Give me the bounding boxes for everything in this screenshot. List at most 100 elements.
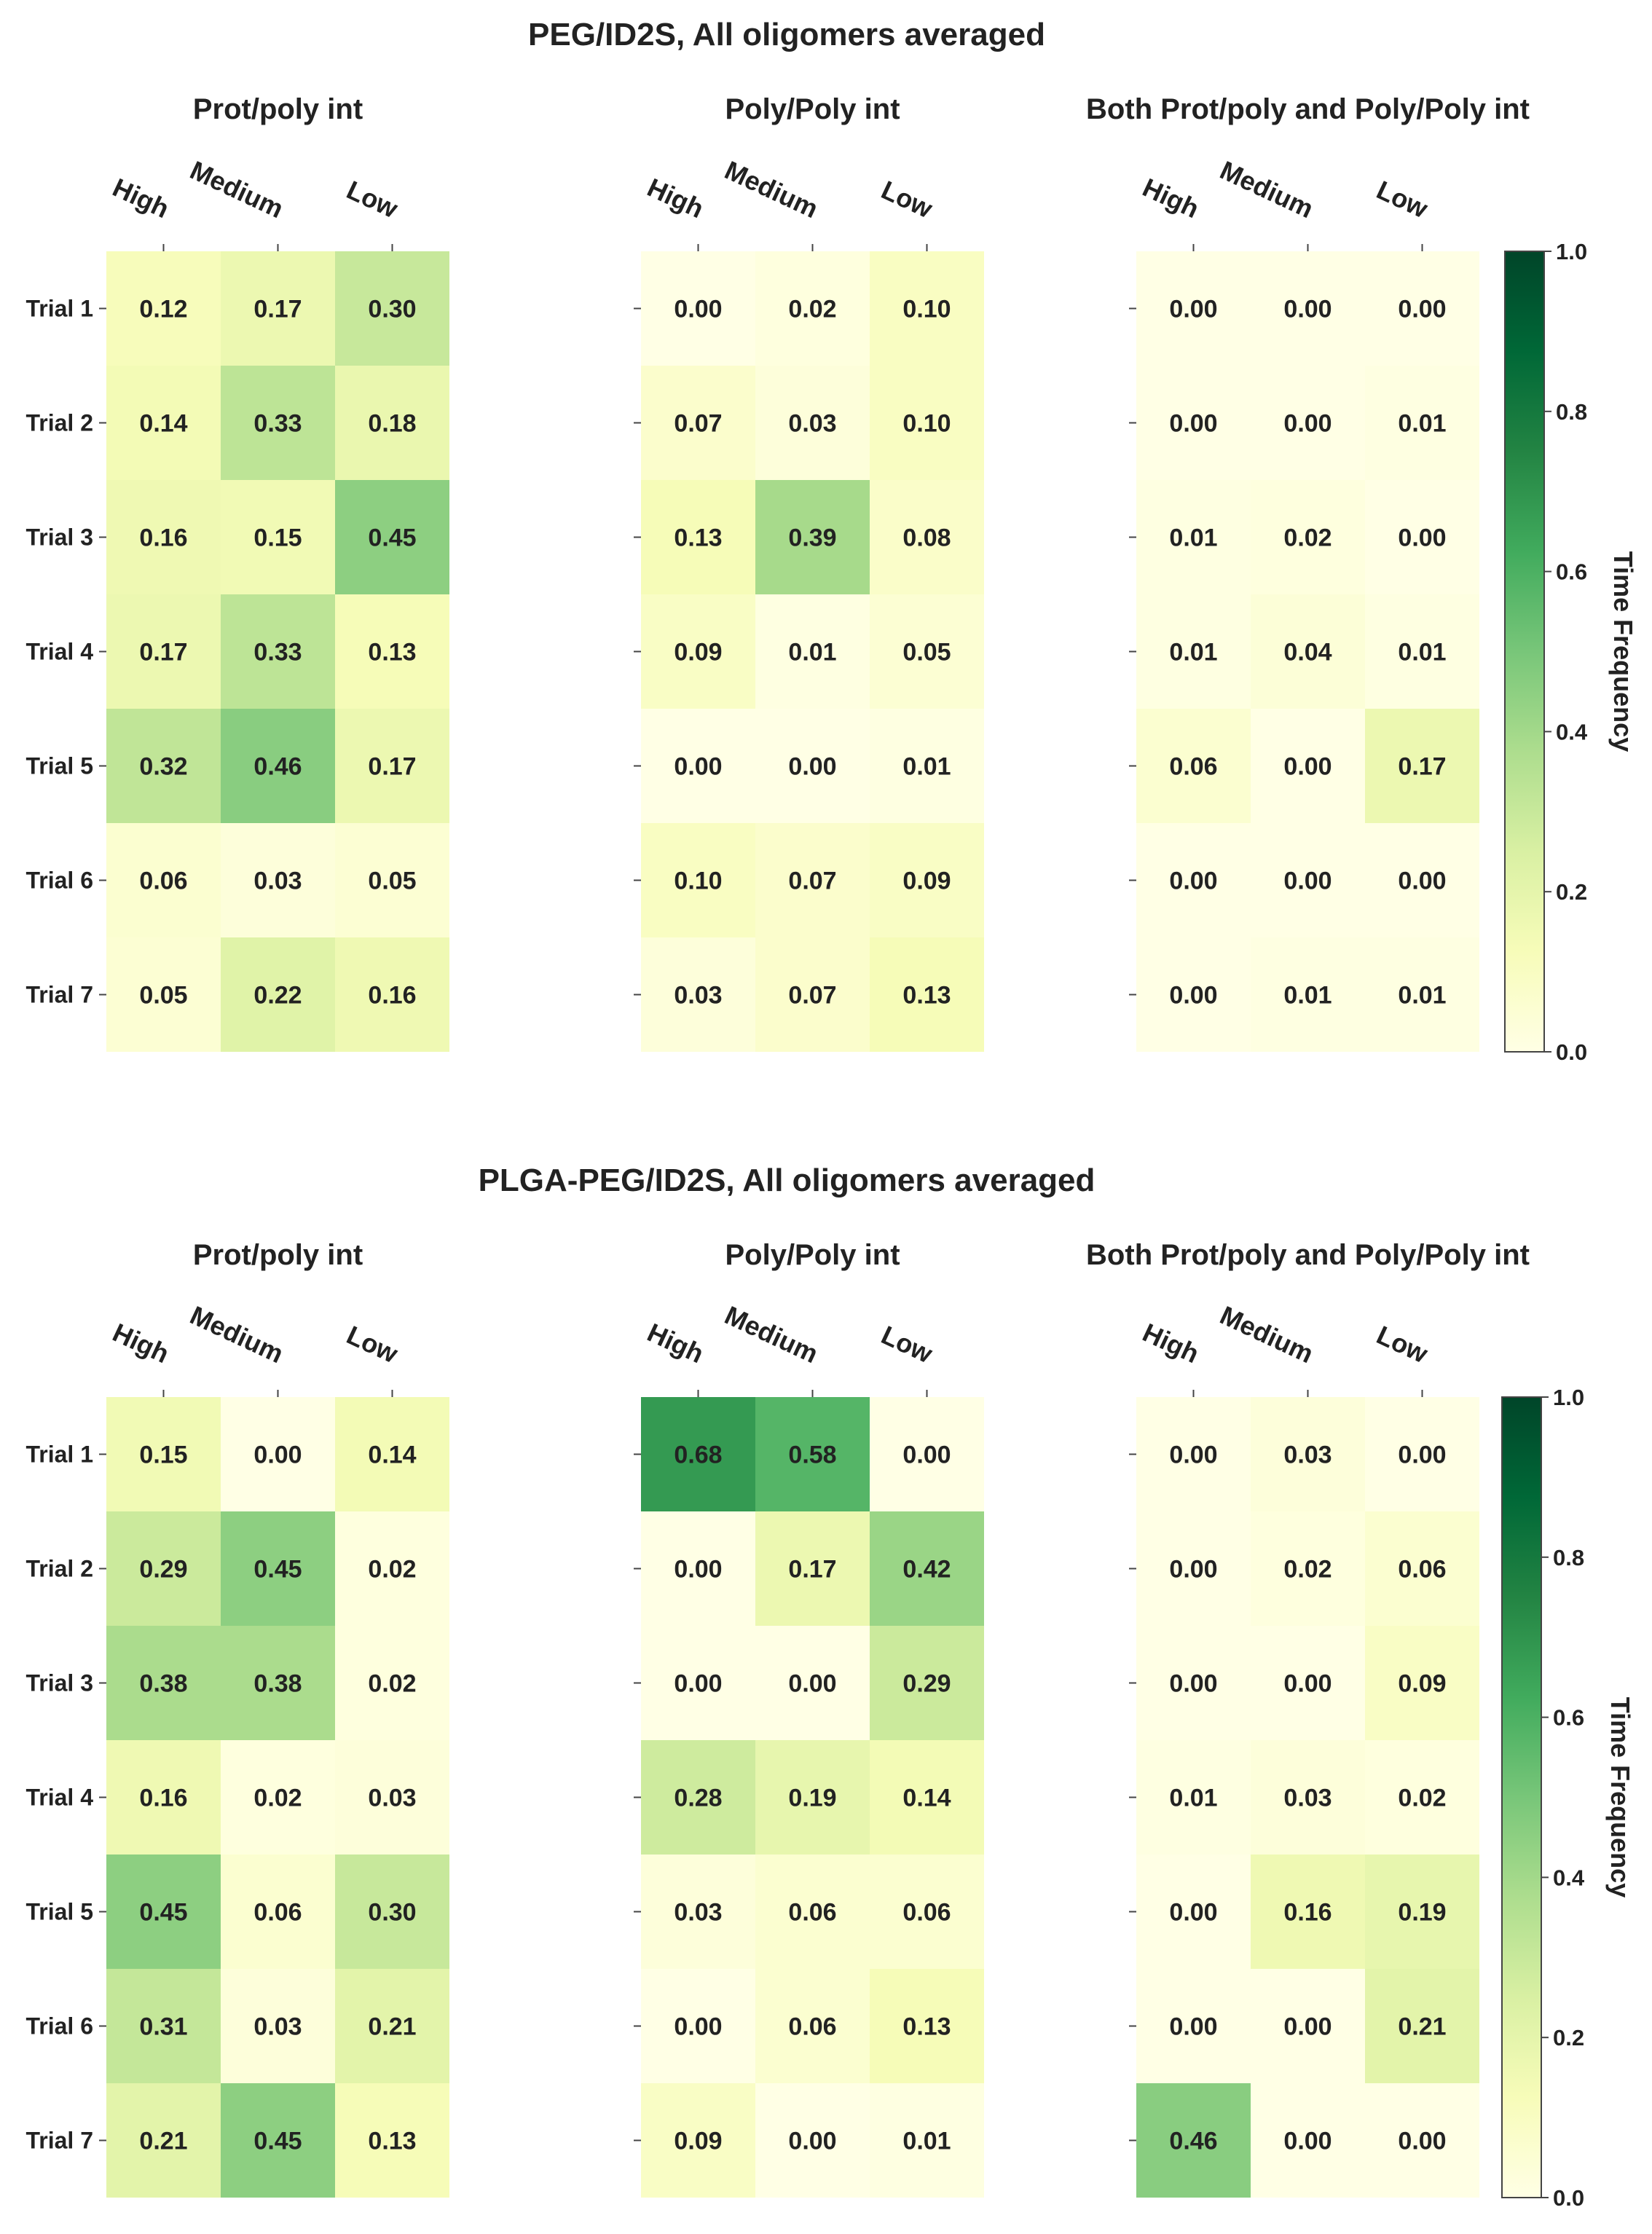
cell-value: 0.12 (139, 296, 187, 323)
heatmap-cell (870, 1626, 984, 1740)
cell-value: 0.00 (1169, 296, 1217, 323)
column-label: Medium (186, 1300, 288, 1369)
heatmap-cell (1136, 480, 1251, 594)
heatmap-cell (755, 1969, 870, 2083)
heatmap-cell (106, 1969, 221, 2083)
cell-value: 0.00 (1283, 296, 1332, 323)
cell-value: 0.05 (139, 982, 187, 1010)
column-label: High (643, 1317, 709, 1369)
heatmap-cell (335, 366, 449, 480)
heatmap-cell (870, 823, 984, 937)
heatmap-cell (335, 480, 449, 594)
colorbar-label: Time Frequency (1608, 551, 1638, 752)
heatmap-group-1: PEG/ID2S, All oligomers averaged Prot/pol… (26, 17, 1639, 1065)
heatmap-cell (335, 251, 449, 366)
heatmap-cell (870, 1740, 984, 1855)
heatmap-cell (221, 1969, 335, 2083)
heatmap-cell (1136, 937, 1251, 1052)
heatmap-cell (1251, 2083, 1365, 2198)
column-label: Low (342, 175, 403, 224)
colorbar-tick-label: 0.4 (1556, 719, 1588, 744)
heatmap-cell (1365, 1740, 1479, 1855)
cell-value: 0.17 (139, 639, 187, 666)
cell-value: 0.07 (788, 982, 836, 1010)
colorbar-tick-label: 1.0 (1553, 1385, 1584, 1410)
heatmap-cell (106, 823, 221, 937)
cell-value: 0.00 (674, 2013, 722, 2041)
cell-value: 0.45 (139, 1899, 187, 1927)
cell-value: 0.00 (1169, 2013, 1217, 2041)
cell-value: 0.46 (253, 753, 302, 781)
heatmap-cell (641, 366, 755, 480)
heatmap-cell (870, 1397, 984, 1511)
cell-value: 0.38 (139, 1670, 187, 1698)
heatmap-cell (221, 709, 335, 823)
cell-value: 0.06 (788, 2013, 836, 2041)
cell-value: 0.00 (1398, 524, 1446, 552)
cell-value: 0.00 (1169, 410, 1217, 438)
row-label: Trial 1 (26, 1442, 94, 1468)
column-label: Low (1372, 1320, 1433, 1369)
row-label: Trial 5 (26, 753, 94, 779)
cell-value: 0.00 (1398, 868, 1446, 895)
cell-value: 0.00 (674, 296, 722, 323)
cell-value: 0.17 (253, 296, 302, 323)
heatmap-cell (221, 1511, 335, 1626)
row-label: Trial 5 (26, 1899, 94, 1925)
heatmap-cell (106, 594, 221, 709)
heatmap-cell (755, 1740, 870, 1855)
cell-value: 0.09 (902, 868, 951, 895)
cell-value: 0.21 (1398, 2013, 1446, 2041)
heatmap-cell (335, 1397, 449, 1511)
cell-value: 0.01 (902, 753, 951, 781)
cell-value: 0.00 (788, 753, 836, 781)
heatmap-cell (755, 1626, 870, 1740)
cell-value: 0.13 (674, 524, 722, 552)
cell-value: 0.05 (902, 639, 951, 666)
cell-value: 0.17 (368, 753, 416, 781)
heatmap-cell (1251, 1626, 1365, 1740)
colorbar-gradient (1504, 251, 1545, 1053)
cell-value: 0.39 (788, 524, 836, 552)
cell-value: 0.18 (368, 410, 416, 438)
colorbar-label: Time Frequency (1605, 1697, 1635, 1897)
cell-value: 0.16 (1283, 1899, 1332, 1927)
panel-title: Both Prot/poly and Poly/Poly int (1086, 1239, 1530, 1271)
cell-value: 0.58 (788, 1442, 836, 1469)
row-label: Trial 4 (26, 1785, 94, 1811)
heatmap-cell (1136, 594, 1251, 709)
cell-value: 0.46 (1169, 2128, 1217, 2155)
cell-value: 0.33 (253, 410, 302, 438)
heatmap-cell (1136, 1626, 1251, 1740)
cell-value: 0.29 (902, 1670, 951, 1698)
heatmap-cell (870, 1969, 984, 2083)
heatmap-cell (1251, 251, 1365, 366)
heatmap-panel: Poly/Poly int High Medium Low 0.00 0.02 0.10 0.… (634, 93, 984, 1052)
cell-value: 0.00 (674, 1670, 722, 1698)
heatmap-cell (1136, 1740, 1251, 1855)
heatmap-cell (870, 366, 984, 480)
heatmap-cell (335, 594, 449, 709)
heatmap-cell (221, 1740, 335, 1855)
heatmap-cell (755, 937, 870, 1052)
panel-title: Poly/Poly int (725, 1239, 900, 1271)
heatmap-cell (1251, 823, 1365, 937)
heatmap-cell (106, 1626, 221, 1740)
heatmap-cell (755, 480, 870, 594)
cell-value: 0.02 (1283, 1556, 1332, 1584)
heatmap-cell (335, 937, 449, 1052)
cell-value: 0.00 (1169, 868, 1217, 895)
heatmap-cell (1251, 366, 1365, 480)
heatmap-panel: Prot/poly int High Medium Low Trial 1 Trial 2… (26, 93, 449, 1052)
heatmap-cell (641, 823, 755, 937)
cell-value: 0.03 (1283, 1785, 1332, 1812)
cell-value: 0.10 (902, 296, 951, 323)
cell-value: 0.38 (253, 1670, 302, 1698)
colorbar-tick-label: 0.6 (1553, 1705, 1584, 1731)
heatmap-cell (1251, 1969, 1365, 2083)
cell-value: 0.08 (902, 524, 951, 552)
heatmap-panel: Both Prot/poly and Poly/Poly int High Medi… (1086, 1239, 1530, 2198)
heatmap-cell (221, 1397, 335, 1511)
cell-value: 0.07 (788, 868, 836, 895)
row-label: Trial 2 (26, 1556, 94, 1582)
